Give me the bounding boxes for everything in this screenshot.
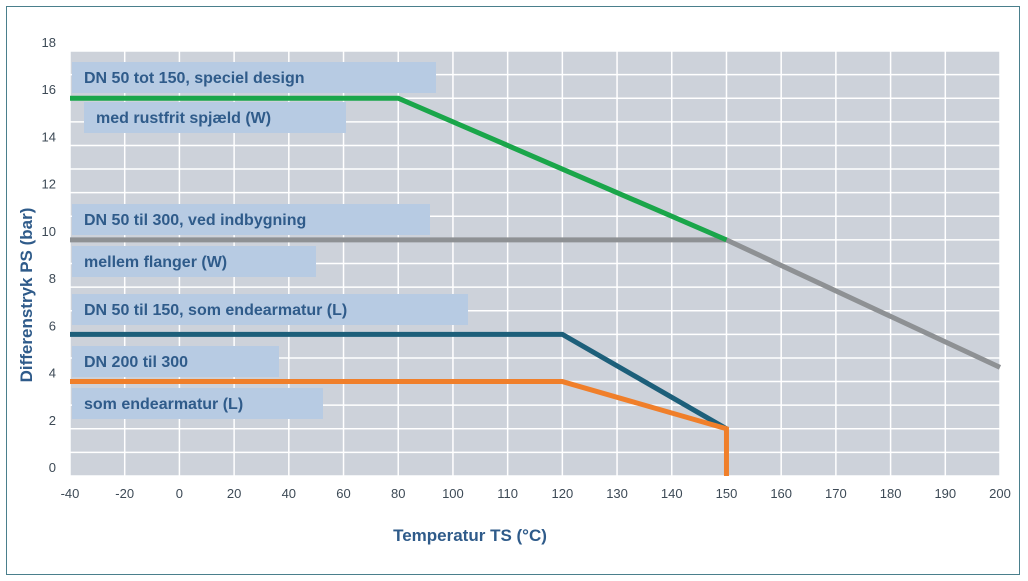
series-label-text: DN 200 til 300: [84, 354, 188, 371]
series-label: som endearmatur (L): [72, 388, 323, 419]
series-label: DN 200 til 300: [72, 346, 279, 377]
y-tick-label: 0: [49, 460, 56, 475]
x-axis-label: Temperatur TS (°C): [393, 526, 547, 545]
x-tick-label: 110: [497, 486, 518, 501]
series-label-box: [72, 62, 436, 93]
x-tick-label: 180: [880, 486, 902, 501]
y-tick-label: 8: [49, 271, 56, 286]
series-label-text: med rustfrit spjæld (W): [96, 110, 271, 127]
x-tick-label: 100: [442, 486, 464, 501]
series-line: [70, 331, 728, 431]
y-tick-label: 2: [49, 413, 56, 428]
x-tick-label: 120: [552, 486, 574, 501]
series-label-box: [72, 388, 323, 419]
x-tick-label: -40: [61, 486, 80, 501]
series-label-text: DN 50 til 300, ved indbygning: [84, 212, 306, 229]
x-axis-ticks: -40 -20 0 20 40 60 80 100 110 120 130 140 150 160 170 1…: [61, 486, 1011, 501]
y-tick-label: 14: [42, 129, 56, 144]
series-label-box: [72, 294, 468, 325]
x-tick-label: 0: [176, 486, 183, 501]
y-axis-ticks: 0 2 4 6 8 10 12 14 16 18: [42, 35, 56, 475]
series-label-box: [72, 346, 279, 377]
x-tick-label: 200: [989, 486, 1011, 501]
series-label-box: [72, 204, 430, 235]
x-tick-label: 60: [336, 486, 350, 501]
y-tick-label: 16: [42, 82, 56, 97]
series-label-text: som endearmatur (L): [84, 396, 243, 413]
series-label: mellem flanger (W): [72, 246, 316, 277]
y-tick-label: 12: [42, 177, 56, 192]
x-tick-label: 80: [391, 486, 405, 501]
x-tick-label: 160: [770, 486, 792, 501]
series-label-text: DN 50 tot 150, speciel design: [84, 70, 305, 87]
y-tick-label: 6: [49, 318, 56, 333]
x-tick-label: 130: [606, 486, 628, 501]
series-label: med rustfrit spjæld (W): [84, 102, 346, 133]
series-line: [70, 379, 729, 476]
x-tick-label: 150: [716, 486, 738, 501]
y-axis-label: Differenstryk PS (bar): [17, 208, 36, 383]
series-label-box: [72, 246, 316, 277]
series-label-box: [84, 102, 346, 133]
series-line: [70, 95, 728, 243]
x-tick-label: 190: [934, 486, 956, 501]
series-labels: DN 50 tot 150, speciel design med rustfri…: [72, 62, 468, 419]
x-tick-label: 20: [227, 486, 241, 501]
series-label: DN 50 til 300, ved indbygning: [72, 204, 430, 235]
x-tick-label: -20: [115, 486, 134, 501]
series-label-text: DN 50 til 150, som endearmatur (L): [84, 302, 347, 319]
series-label-text: mellem flanger (W): [84, 254, 227, 271]
y-tick-label: 18: [42, 35, 56, 50]
series-label: DN 50 til 150, som endearmatur (L): [72, 294, 468, 325]
series-label: DN 50 tot 150, speciel design: [72, 62, 436, 93]
x-tick-label: 170: [825, 486, 847, 501]
y-tick-label: 4: [49, 366, 56, 381]
series-lines: [70, 95, 1002, 476]
y-tick-label: 10: [42, 224, 56, 239]
x-tick-label: 40: [282, 486, 296, 501]
x-tick-label: 140: [661, 486, 683, 501]
